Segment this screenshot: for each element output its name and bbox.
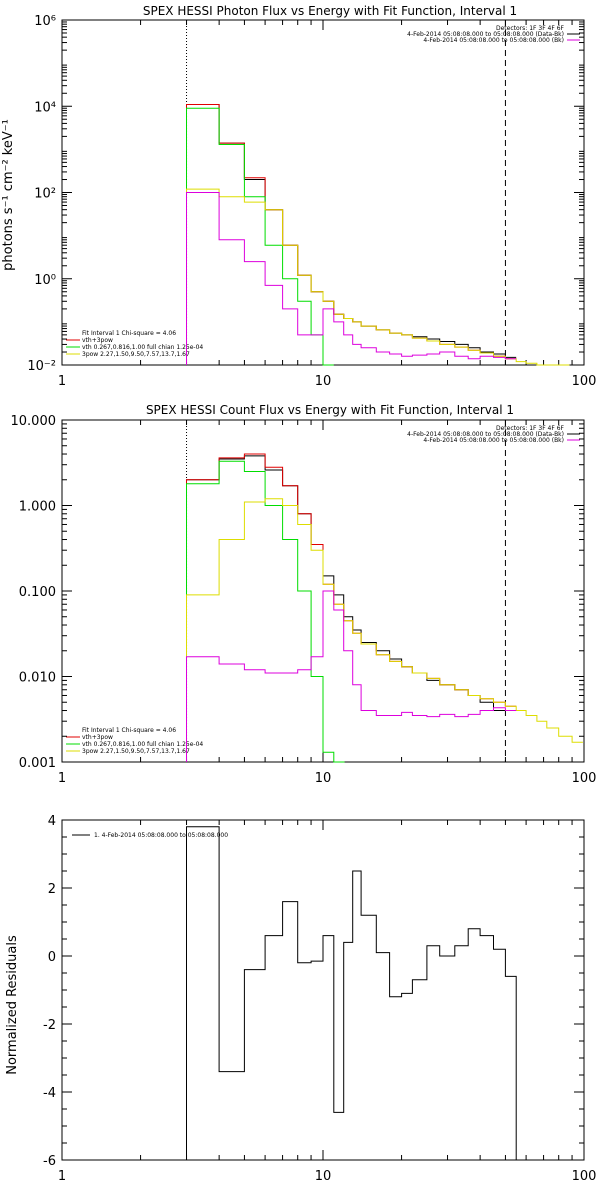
series-vth-3pow — [186, 104, 517, 365]
photon-flux-chart: SPEX HESSI Photon Flux vs Energy with Fi… — [1, 4, 596, 389]
legend-top: 1. 4-Feb-2014 05:08:08.000 to 05:08:08.0… — [72, 832, 228, 839]
y-tick-label: 2 — [48, 882, 56, 897]
legend-bottom: Fit Interval 1 Chi-square = 4.06vth+3pow… — [66, 330, 203, 358]
legend-text: Detectors: 1F 3F 4F 6F — [496, 25, 565, 32]
series-data-bk — [186, 455, 517, 762]
legend-text: Fit Interval 1 Chi-square = 4.06 — [82, 330, 176, 337]
y-tick-label: 0.001 — [19, 756, 56, 771]
y-tick-label: 0.010 — [19, 671, 56, 686]
legend-text: vth+3pow — [82, 734, 113, 741]
chart-title: SPEX HESSI Photon Flux vs Energy with Fi… — [143, 4, 517, 18]
legend-text: 3pow 2.27,1.50,9.50,7.57,13.7,1.67 — [82, 351, 190, 358]
y-tick-label: -2 — [43, 1018, 56, 1033]
y-tick-label: 10⁶ — [34, 14, 56, 29]
x-tick-label: 100 — [572, 374, 597, 389]
legend-text: 4-Feb-2014 05:08:08.000 to 05:08:08.000 … — [423, 437, 564, 444]
legend-text: 4-Feb-2014 05:08:08.000 to 05:08:08.000 … — [423, 37, 564, 44]
x-tick-label: 100 — [572, 771, 597, 786]
series-residuals — [186, 826, 517, 1160]
x-tick-label: 10 — [315, 374, 332, 389]
y-tick-label: -4 — [43, 1086, 56, 1101]
y-tick-label: 10⁴ — [34, 100, 56, 115]
chart-title: SPEX HESSI Count Flux vs Energy with Fit… — [146, 403, 514, 417]
y-tick-label: 10² — [34, 187, 56, 202]
y-tick-label: 0 — [48, 950, 56, 965]
series-vth — [186, 107, 334, 366]
y-tick-label: 0.100 — [19, 585, 56, 600]
legend-text: vth+3pow — [82, 337, 113, 344]
legend-text: Fit Interval 1 Chi-square = 4.06 — [82, 727, 176, 734]
legend-top: Detectors: 1F 3F 4F 6F4-Feb-2014 05:08:0… — [407, 25, 580, 44]
legend-text: Detectors: 1F 3F 4F 6F — [496, 425, 565, 432]
y-tick-label: 10⁻² — [27, 359, 56, 374]
y-axis-label: Normalized Residuals — [5, 935, 20, 1075]
legend-text: 4-Feb-2014 05:08:08.000 to 05:08:08.000 … — [407, 31, 564, 38]
x-tick-label: 10 — [315, 1169, 332, 1184]
x-tick-label: 10 — [315, 771, 332, 786]
y-tick-label: 10⁰ — [34, 273, 56, 288]
y-axis-label: photons s⁻¹ cm⁻² keV⁻¹ — [1, 119, 16, 271]
residuals-chart: Normalized Residuals 1. 4-Feb-2014 05:08… — [5, 814, 596, 1184]
y-tick-label: -6 — [43, 1154, 56, 1169]
series-3pow — [186, 188, 570, 366]
series-vth-3pow — [186, 453, 517, 762]
y-tick-label: 1.000 — [19, 500, 56, 515]
y-tick-label: 10.000 — [11, 414, 57, 429]
series-bk — [186, 590, 517, 762]
legend-text: 3pow 2.27,1.50,9.50,7.57,13.7,1.67 — [82, 748, 190, 755]
x-tick-label: 1 — [58, 771, 66, 786]
legend-text: vth 0.267,0.816,1.00 full chian 1.25e-04 — [82, 344, 203, 351]
series-bk — [186, 192, 517, 365]
legend-bottom: Fit Interval 1 Chi-square = 4.06vth+3pow… — [66, 727, 203, 755]
x-tick-label: 100 — [572, 1169, 597, 1184]
legend-text: 4-Feb-2014 05:08:08.000 to 05:08:08.000 … — [407, 431, 564, 438]
count-flux-chart: SPEX HESSI Count Flux vs Energy with Fit… — [11, 403, 597, 786]
series-vth — [186, 460, 345, 763]
legend-text: 1. 4-Feb-2014 05:08:08.000 to 05:08:08.0… — [94, 832, 228, 839]
x-tick-label: 1 — [58, 374, 66, 389]
x-tick-label: 1 — [58, 1169, 66, 1184]
plot-frame — [61, 819, 585, 1161]
legend-text: vth 0.267,0.816,1.00 full chian 1.25e-04 — [82, 741, 203, 748]
y-tick-label: 4 — [48, 814, 56, 829]
legend-top: Detectors: 1F 3F 4F 6F4-Feb-2014 05:08:0… — [407, 425, 580, 444]
series-3pow — [186, 498, 583, 762]
